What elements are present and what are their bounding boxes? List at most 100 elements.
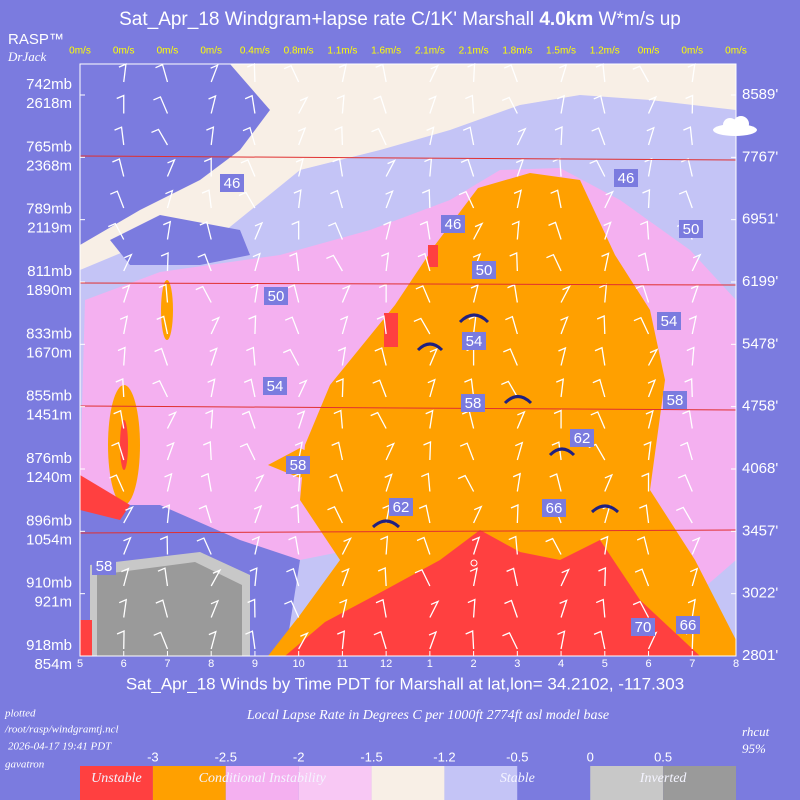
- legend-tick-label: -0.5: [506, 749, 528, 764]
- wind-barb: [642, 189, 651, 209]
- wind-barb: [556, 94, 566, 114]
- x-tick-label: 6: [645, 658, 651, 670]
- wind-barb: [241, 410, 256, 429]
- wind-barb: [413, 317, 431, 335]
- contour-label-box: [462, 332, 486, 350]
- wind-barb: [469, 567, 478, 587]
- wind-barb: [501, 380, 518, 398]
- wind-barb: [243, 378, 256, 398]
- wind-barb: [242, 126, 256, 146]
- wind-barb: [421, 472, 431, 492]
- legend-label: Conditional Instability: [199, 771, 327, 786]
- wind-barb: [298, 379, 308, 398]
- plot-frame: [79, 63, 737, 657]
- wind-barb: [244, 94, 256, 114]
- wind-barb: [559, 63, 568, 83]
- wind-barb: [560, 568, 570, 587]
- wind-barb: [560, 315, 569, 335]
- wind-barb: [603, 221, 612, 240]
- wind-barb: [113, 409, 125, 429]
- x-tick-label: 7: [689, 658, 695, 670]
- wind-barb: [298, 631, 309, 650]
- contour-label: 58: [290, 457, 307, 474]
- contour-label: 62: [574, 430, 591, 447]
- wind-speed-label: 0.8m/s: [284, 46, 314, 57]
- wind-barb: [249, 567, 258, 587]
- red-blob: [384, 313, 398, 347]
- y2-tick-label: 4068': [742, 460, 778, 477]
- wind-speed-label: 2.1m/s: [415, 46, 445, 57]
- legend-swatch: [371, 766, 445, 800]
- wind-barb: [375, 598, 387, 618]
- wind-barb: [240, 159, 256, 177]
- wind-barb: [371, 127, 387, 146]
- wind-barb: [423, 441, 432, 461]
- wind-barb: [119, 315, 129, 335]
- wind-barb: [290, 504, 300, 524]
- wind-barb: [121, 567, 130, 587]
- thermal-arc: [548, 447, 576, 457]
- wind-barb: [421, 189, 431, 209]
- wind-barb: [385, 159, 397, 177]
- wind-barb: [286, 567, 300, 587]
- wind-barb: [385, 442, 396, 461]
- wind-barb: [682, 409, 693, 429]
- y-tick-label: 833mb: [26, 325, 72, 342]
- y-tick-label: 1451m: [26, 407, 72, 424]
- y-tick-label: 921m: [34, 594, 72, 611]
- y2-tick-label: 6951': [742, 211, 778, 228]
- wind-barb: [381, 252, 390, 272]
- wind-barb: [109, 474, 125, 492]
- wind-barb: [200, 472, 212, 492]
- legend-swatch: [517, 766, 591, 800]
- wind-barb: [501, 96, 518, 114]
- wind-barb: [195, 285, 212, 303]
- y2-tick-label: 7767': [742, 148, 778, 165]
- wind-barb: [593, 95, 606, 114]
- wind-barb: [635, 284, 650, 303]
- wind-barb: [111, 441, 125, 461]
- wind-barb: [426, 126, 435, 146]
- wind-barb: [254, 474, 265, 492]
- wind-barb: [341, 567, 350, 587]
- y-tick-label: 1240m: [26, 469, 72, 486]
- wind-barb: [283, 64, 300, 83]
- wind-barb: [556, 378, 565, 398]
- wind-speed-label: 1.2m/s: [590, 46, 620, 57]
- footer-text: rhcut: [742, 724, 770, 739]
- y-tick-label: 876mb: [26, 450, 72, 467]
- wind-barb: [157, 567, 169, 587]
- contour-label-box: [263, 377, 287, 395]
- wind-speed-label: 0m/s: [725, 46, 747, 57]
- wind-barb: [690, 284, 700, 303]
- wind-barb: [123, 253, 133, 272]
- x-tick-label: 3: [514, 658, 520, 670]
- orange-region: [268, 173, 736, 656]
- y2-tick-label: 3022': [742, 585, 778, 602]
- level-line: [79, 405, 737, 411]
- y2-tick-label: 6199': [742, 273, 778, 290]
- level-line: [79, 155, 737, 161]
- wind-barb: [639, 504, 650, 524]
- legend-tick-label: -1.5: [360, 749, 382, 764]
- wind-barb: [377, 567, 387, 587]
- wind-barb: [429, 64, 440, 83]
- wind-barb: [473, 222, 484, 240]
- contour-label: 54: [267, 378, 284, 395]
- wind-barb: [210, 316, 221, 335]
- wind-barb: [558, 346, 567, 366]
- legend-tick-label: -3: [147, 749, 159, 764]
- wind-speed-label: 1.1m/s: [327, 46, 357, 57]
- wind-barb: [327, 505, 343, 524]
- wind-barb: [593, 630, 606, 650]
- wind-barb: [598, 567, 607, 587]
- wind-barb: [636, 536, 650, 555]
- x-tick-label: 8: [733, 658, 739, 670]
- contour-label: 54: [661, 313, 678, 330]
- thermal-arc: [371, 519, 401, 529]
- legend-label: Unstable: [91, 771, 142, 786]
- contour-label: 58: [667, 392, 684, 409]
- thermal-arc: [416, 342, 444, 352]
- y-tick-label: 910mb: [26, 575, 72, 592]
- wind-barb: [293, 189, 302, 209]
